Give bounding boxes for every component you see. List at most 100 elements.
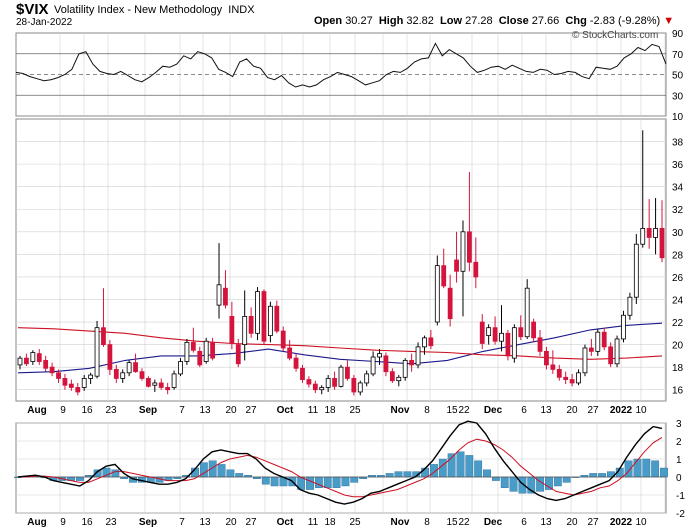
candle <box>197 350 203 366</box>
price-y-tick-label: 38 <box>672 138 684 149</box>
candle <box>338 366 344 387</box>
candle <box>524 287 530 338</box>
x-axis-label: 13 <box>199 405 211 416</box>
macd-histogram-bar <box>660 467 668 478</box>
candle <box>158 382 164 388</box>
macd-histogram-bar <box>465 455 474 478</box>
macd-x-axis: Aug 9 16 23 Sep 7 13 20 27 Oct 11 18 25 Nov 8 15 22 Dec 6 1… <box>27 517 647 528</box>
rsi-y-tick-label: 90 <box>672 29 684 40</box>
price-y-tick-label: 34 <box>672 183 684 194</box>
x-axis-label: Dec <box>484 517 503 528</box>
candle <box>56 372 61 379</box>
x-axis-label: 15 <box>446 405 458 416</box>
x-axis-label: 8 <box>424 405 430 416</box>
candle <box>216 284 222 306</box>
moving-average-line <box>17 327 663 360</box>
candle <box>171 373 177 388</box>
candle <box>383 355 389 373</box>
macd-histogram-bar <box>483 469 491 478</box>
candle <box>248 315 254 334</box>
x-axis-label: Aug <box>27 517 46 528</box>
candle <box>351 378 357 393</box>
chg-amount: -2.83 <box>589 15 615 27</box>
ticker-name: Volatility Index - New Methodology INDX <box>54 4 255 16</box>
candle <box>190 341 196 351</box>
price-y-tick-label: 24 <box>672 295 684 306</box>
candle <box>24 357 29 365</box>
candle <box>94 327 100 377</box>
x-axis-label: 27 <box>587 405 599 416</box>
candle <box>81 378 87 388</box>
macd-signal-line <box>18 436 663 498</box>
down-arrow-icon: ▼ <box>663 15 675 27</box>
x-axis-label: 25 <box>349 517 361 528</box>
index-name: Volatility Index - New Methodology <box>54 4 223 16</box>
candle <box>261 291 267 342</box>
x-axis-label: 13 <box>540 405 552 416</box>
macd-histogram-bar <box>509 476 518 492</box>
x-axis-label: 27 <box>245 405 257 416</box>
candle <box>454 259 459 272</box>
x-axis-label: Oct <box>277 405 294 416</box>
candle <box>544 350 549 366</box>
candle <box>428 337 434 347</box>
candle <box>434 265 440 323</box>
candle <box>402 359 408 378</box>
candle <box>396 376 402 382</box>
candle <box>614 338 620 365</box>
x-axis-label: 20 <box>225 405 237 416</box>
macd-histogram-bar <box>562 476 571 483</box>
x-axis-label: 18 <box>324 405 336 416</box>
candle <box>415 346 421 366</box>
moving-average-line <box>17 322 663 374</box>
watermark: © StockCharts.com <box>572 30 659 41</box>
x-axis-label: 2022 <box>610 405 633 416</box>
candle <box>345 366 350 379</box>
open-label: Open <box>314 15 343 27</box>
candle <box>659 228 665 259</box>
price-x-axis: Aug 9 16 23 Sep 7 13 20 27 Oct 11 18 25 Nov 8 15 22 Dec 6 1… <box>27 405 647 416</box>
x-axis-label: 9 <box>60 405 66 416</box>
candle <box>550 364 556 370</box>
candle <box>486 327 492 336</box>
price-y-tick-label: 18 <box>672 363 684 374</box>
candle <box>479 321 485 344</box>
macd-histogram-bar <box>474 460 483 478</box>
x-axis-label: Sep <box>139 517 157 528</box>
candle <box>473 261 479 278</box>
candle <box>210 341 216 359</box>
x-axis-label: 11 <box>308 405 319 416</box>
x-axis-label: 20 <box>566 517 578 528</box>
x-axis-label: 23 <box>105 405 117 416</box>
candle <box>357 382 363 393</box>
candle <box>113 369 119 379</box>
candle <box>582 347 588 374</box>
x-axis-label: 22 <box>458 405 470 416</box>
candle <box>120 372 126 379</box>
candle <box>364 373 370 384</box>
x-axis-label: 7 <box>179 405 185 416</box>
candle <box>184 341 190 362</box>
high-label: High <box>378 15 404 27</box>
x-axis-label: 23 <box>105 517 117 528</box>
macd-histogram-bar <box>642 458 651 478</box>
candle <box>280 330 286 349</box>
price-y-tick-label: 22 <box>672 318 684 329</box>
candle <box>30 352 36 362</box>
macd-histogram-bar <box>341 476 350 487</box>
x-axis-label: 10 <box>635 405 647 416</box>
candle <box>460 231 466 272</box>
candle <box>563 376 569 380</box>
x-axis-label: 18 <box>324 517 336 528</box>
x-axis-label: Nov <box>391 517 410 528</box>
macd-histogram-bar <box>438 458 447 478</box>
price-frame <box>15 118 667 402</box>
macd-histogram-bar <box>500 476 509 489</box>
macd-histogram-bar <box>598 473 606 478</box>
macd-y-tick-label: 3 <box>676 419 682 430</box>
x-axis-label: Nov <box>391 405 410 416</box>
candle <box>588 347 594 352</box>
candle <box>287 347 293 359</box>
macd-histogram-bar <box>456 451 465 478</box>
